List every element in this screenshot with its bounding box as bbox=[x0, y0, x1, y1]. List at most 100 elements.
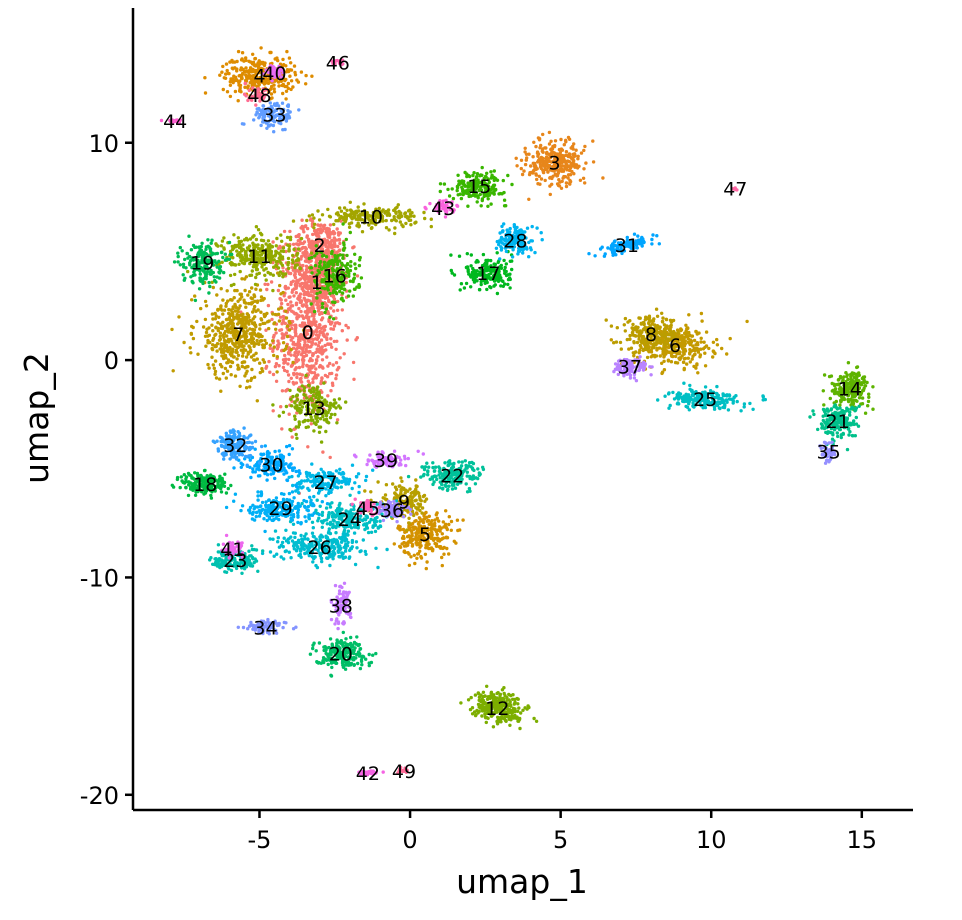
cell-point bbox=[319, 381, 323, 386]
cell-point bbox=[436, 538, 441, 542]
cell-point bbox=[312, 216, 316, 220]
cell-point bbox=[354, 338, 358, 342]
cell-point bbox=[266, 320, 270, 324]
cell-point bbox=[291, 288, 295, 292]
cell-point bbox=[423, 552, 428, 556]
cell-point bbox=[637, 351, 641, 355]
cell-point bbox=[227, 340, 231, 344]
cell-point bbox=[272, 258, 276, 262]
cell-point bbox=[481, 690, 486, 694]
cell-point bbox=[449, 519, 454, 524]
cell-point bbox=[304, 425, 308, 430]
cell-point bbox=[325, 355, 329, 359]
cell-point bbox=[570, 144, 575, 149]
cell-point bbox=[315, 419, 319, 423]
cell-point bbox=[408, 487, 412, 491]
cell-point bbox=[298, 263, 302, 267]
cell-point bbox=[438, 527, 442, 531]
cell-point bbox=[228, 273, 233, 278]
cell-point bbox=[420, 526, 424, 531]
cell-point bbox=[480, 714, 484, 718]
cell-point bbox=[317, 218, 322, 222]
cell-point bbox=[215, 342, 220, 346]
cell-point bbox=[255, 338, 259, 343]
cell-point bbox=[277, 273, 281, 277]
cell-point bbox=[215, 293, 219, 297]
cell-point bbox=[302, 303, 306, 307]
cell-point bbox=[240, 51, 245, 55]
cell-point bbox=[711, 340, 716, 344]
cell-point bbox=[307, 307, 312, 312]
cell-point bbox=[271, 409, 275, 413]
cell-point bbox=[462, 191, 467, 195]
cell-point bbox=[335, 308, 340, 312]
cell-point bbox=[341, 253, 345, 257]
cell-point bbox=[728, 336, 732, 341]
cell-point bbox=[571, 147, 575, 151]
cell-point bbox=[458, 528, 462, 532]
cell-point bbox=[673, 354, 678, 359]
cell-point bbox=[524, 158, 528, 162]
cell-point bbox=[291, 360, 295, 365]
cell-point bbox=[210, 347, 215, 352]
cell-point bbox=[412, 525, 417, 529]
cell-point bbox=[687, 330, 691, 335]
cell-point bbox=[275, 236, 279, 241]
cell-point bbox=[403, 550, 407, 555]
cell-point bbox=[240, 76, 244, 81]
cell-point bbox=[316, 309, 321, 313]
cell-point bbox=[247, 59, 251, 63]
cell-point bbox=[258, 323, 262, 327]
cell-point bbox=[421, 494, 426, 499]
cell-point bbox=[694, 343, 698, 347]
cell-point bbox=[302, 321, 307, 325]
cell-point bbox=[277, 364, 281, 368]
cell-point bbox=[245, 379, 250, 383]
cell-point bbox=[327, 298, 331, 302]
cell-point bbox=[632, 341, 636, 345]
cell-point bbox=[314, 342, 318, 346]
cell-point bbox=[562, 143, 566, 147]
cell-point bbox=[544, 146, 548, 150]
cell-point bbox=[639, 321, 643, 325]
cell-point bbox=[470, 706, 475, 710]
cell-point bbox=[473, 693, 478, 697]
cell-point bbox=[559, 137, 563, 142]
cell-point bbox=[274, 78, 278, 82]
cell-point bbox=[583, 181, 587, 185]
cell-point bbox=[288, 229, 292, 234]
cell-point bbox=[489, 690, 494, 694]
cell-point bbox=[237, 306, 241, 310]
cell-point bbox=[237, 83, 241, 87]
cell-point bbox=[291, 260, 295, 265]
cell-point bbox=[271, 403, 275, 407]
cell-point bbox=[273, 364, 278, 369]
cell-point bbox=[466, 268, 470, 272]
cell-point bbox=[299, 379, 303, 384]
cell-point bbox=[337, 259, 342, 263]
cell-point bbox=[240, 57, 244, 61]
cell-point bbox=[267, 326, 271, 331]
cell-point bbox=[313, 263, 318, 268]
cell-point bbox=[239, 259, 243, 263]
cell-point bbox=[400, 479, 404, 483]
cell-point bbox=[331, 295, 336, 299]
cell-point bbox=[320, 213, 325, 217]
cell-point bbox=[692, 364, 696, 369]
cell-point bbox=[295, 317, 299, 321]
cell-point bbox=[262, 63, 267, 68]
cell-point bbox=[871, 385, 875, 389]
cell-point bbox=[312, 322, 317, 327]
cell-point bbox=[325, 332, 329, 336]
cell-point bbox=[228, 364, 233, 369]
cell-point bbox=[305, 311, 309, 316]
cell-point bbox=[203, 299, 208, 304]
cell-point bbox=[286, 362, 290, 366]
cell-point bbox=[219, 244, 224, 248]
cell-point bbox=[352, 245, 356, 249]
cell-point bbox=[280, 332, 284, 336]
cell-point bbox=[492, 183, 496, 187]
cell-point bbox=[229, 77, 233, 81]
cell-point bbox=[256, 332, 261, 336]
cell-point bbox=[296, 234, 301, 239]
